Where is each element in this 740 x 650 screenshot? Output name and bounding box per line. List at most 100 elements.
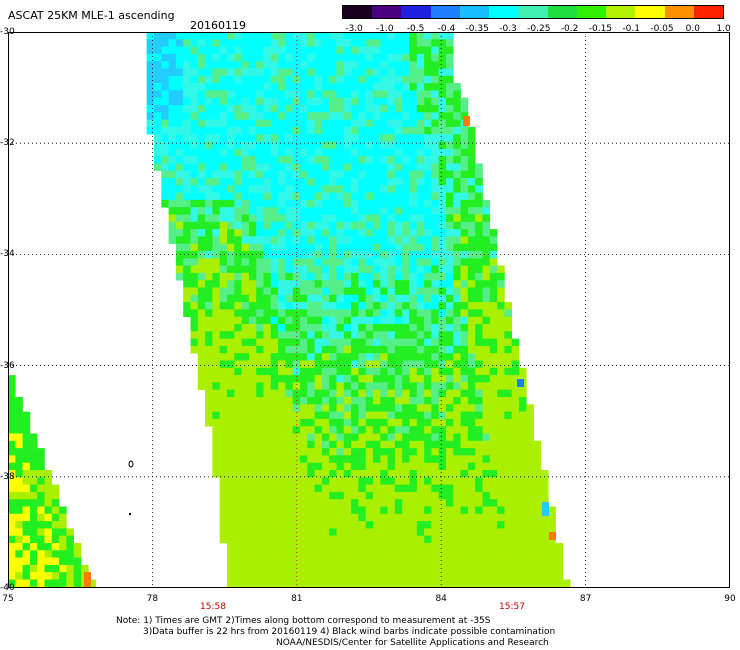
swath-cell (307, 112, 315, 120)
swath-cell (197, 105, 206, 113)
swath-cell (227, 543, 235, 551)
swath-cell (467, 521, 476, 529)
swath-cell (358, 382, 366, 390)
swath-cell (278, 53, 286, 62)
swath-cell (446, 185, 454, 193)
swath-cell (358, 543, 366, 551)
swath-cell (314, 491, 323, 500)
swath-cell (190, 75, 199, 84)
swath-cell (314, 83, 323, 91)
swath-cell (212, 236, 220, 244)
swath-cell (402, 221, 410, 230)
swath-cell (467, 375, 476, 383)
swath-cell (387, 68, 396, 77)
swath-cell (431, 353, 439, 361)
swath-cell (285, 97, 293, 106)
swath-cell (278, 331, 286, 339)
swath-cell (365, 126, 374, 135)
swath-cell (307, 294, 315, 303)
swath-cell (205, 360, 213, 369)
swath-cell (51, 543, 60, 551)
swath-cell (300, 462, 308, 471)
swath-cell (489, 506, 498, 515)
swath-cell (314, 426, 323, 434)
swath-cell (387, 185, 396, 193)
swath-cell (307, 272, 315, 281)
swath-cell (263, 251, 272, 259)
swath-cell (183, 236, 191, 244)
swath-cell (467, 148, 476, 157)
swath-cell (292, 462, 301, 471)
swath-cell (358, 418, 366, 427)
swath-cell (168, 185, 177, 193)
swath-cell (380, 455, 388, 463)
swath-cell (424, 90, 432, 98)
swath-cell (358, 90, 366, 98)
swath-cell (365, 338, 374, 347)
swath-cell (343, 382, 352, 390)
swath-cell (241, 309, 250, 317)
swath-cell (212, 61, 220, 69)
swath-cell (8, 491, 16, 500)
swath-cell (212, 426, 220, 434)
swath-cell (416, 521, 425, 529)
swath-cell (307, 141, 315, 150)
swath-cell (409, 229, 418, 237)
swath-cell (248, 404, 257, 412)
swath-cell (212, 46, 220, 55)
swath-cell (73, 579, 82, 588)
swath-cell (248, 564, 257, 573)
swath-cell (285, 338, 293, 347)
swath-cell (373, 156, 381, 164)
swath-cell (446, 397, 454, 405)
swath-cell (300, 170, 308, 179)
swath-cell (497, 294, 505, 303)
swath-cell (402, 39, 410, 47)
swath-cell (292, 375, 301, 383)
swath-cell (358, 513, 366, 522)
swath-cell (241, 557, 250, 566)
swath-cell (314, 440, 323, 449)
swath-cell (270, 178, 279, 186)
swath-cell (475, 426, 483, 434)
swath-cell (307, 251, 315, 259)
swath-cell (168, 221, 177, 230)
swath-cell (424, 448, 432, 456)
swath-cell (321, 126, 330, 135)
swath-cell (409, 214, 418, 223)
swath-cell (460, 499, 469, 507)
swath-cell (475, 258, 483, 266)
swath-cell (219, 375, 228, 383)
swath-cell (387, 338, 396, 347)
swath-cell (380, 90, 388, 98)
swath-cell (205, 185, 213, 193)
swath-cell (234, 440, 242, 449)
swath-cell (219, 39, 228, 47)
swath-cell (343, 564, 352, 573)
swath-cell (402, 324, 410, 332)
swath-cell (431, 345, 439, 354)
swath-cell (453, 382, 461, 390)
swath-cell (256, 105, 264, 113)
swath-cell (212, 324, 220, 332)
map-plot[interactable] (8, 32, 730, 588)
swath-cell (37, 528, 45, 536)
swath-cell (205, 163, 213, 171)
swath-cell (241, 302, 250, 310)
swath-cell (307, 375, 315, 383)
swath-cell (475, 389, 483, 398)
swath-cell (431, 455, 439, 463)
swath-cell (446, 345, 454, 354)
swath-cell (453, 353, 461, 361)
swath-cell (431, 528, 439, 536)
swath-cell (351, 119, 359, 128)
swath-cell (475, 418, 483, 427)
swath-cell (409, 90, 418, 98)
swath-cell (460, 105, 469, 113)
swath-cell (402, 572, 410, 580)
swath-cell (300, 272, 308, 281)
swath-cell (300, 506, 308, 515)
swath-cell (336, 528, 345, 536)
swath-cell (402, 302, 410, 310)
swath-cell (183, 258, 191, 266)
